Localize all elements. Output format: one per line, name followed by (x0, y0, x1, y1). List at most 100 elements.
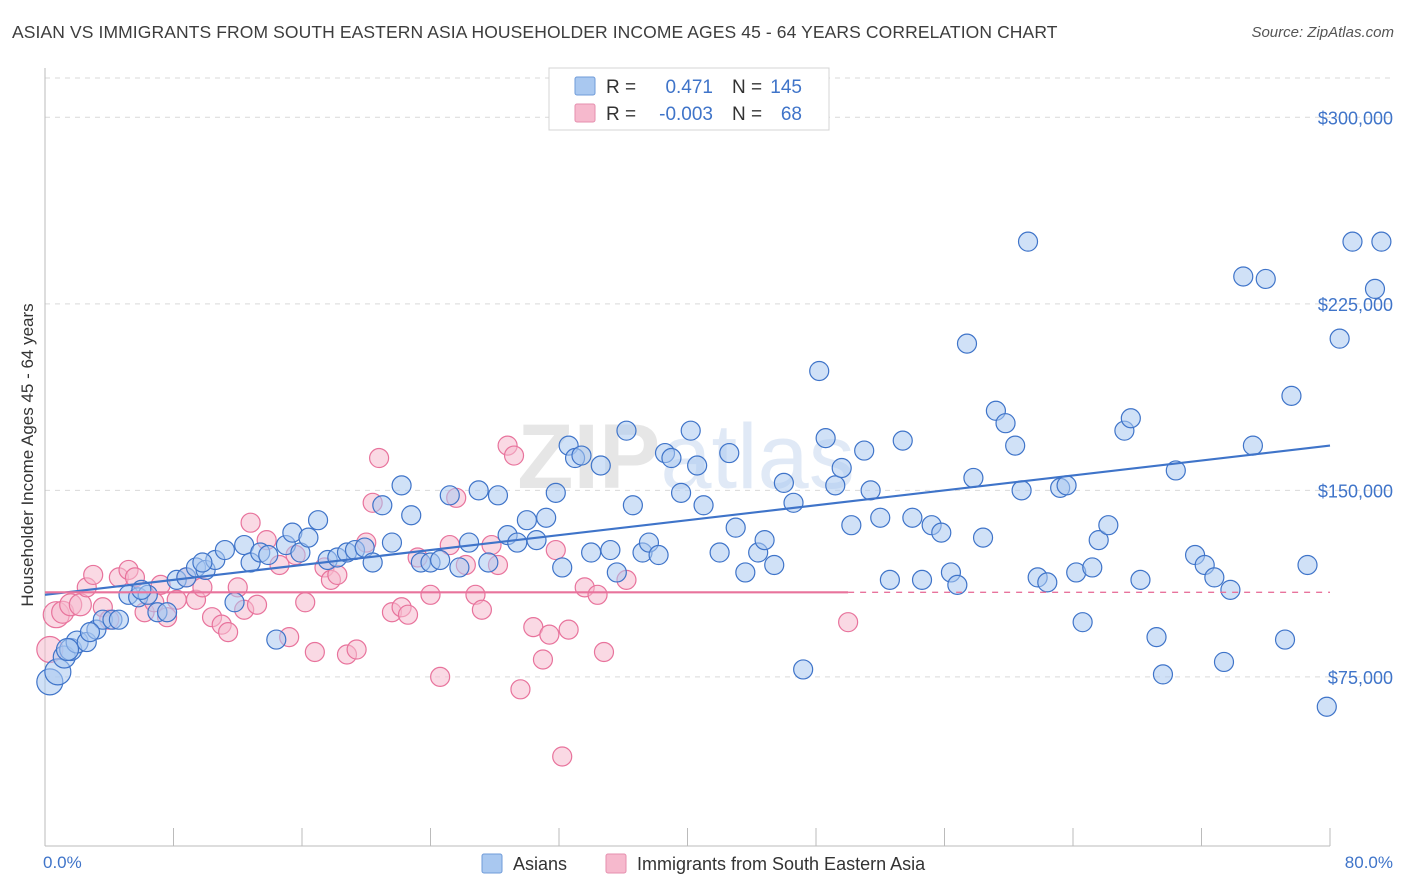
data-point-asians (1255, 268, 1276, 290)
bottom-legend-swatch-immigrants (605, 853, 627, 874)
data-point-asians (600, 539, 621, 561)
data-point-asians (581, 542, 602, 563)
data-point-asians (545, 482, 566, 503)
legend-row-asians: R = 0.471 N = 145 (574, 76, 802, 98)
data-point-asians (754, 529, 775, 551)
data-point-asians (1316, 696, 1337, 717)
data-point-asians (947, 574, 968, 595)
data-point-asians (764, 554, 785, 576)
bottom-legend-asians: Asians (513, 854, 567, 874)
data-point-asians (307, 510, 329, 531)
data-point-asians (616, 420, 637, 441)
data-point-asians (963, 467, 984, 489)
legend-r-value: 0.471 (665, 77, 713, 98)
data-point-immigrants (397, 604, 419, 625)
data-point-asians (258, 544, 279, 566)
data-point-immigrants (240, 512, 261, 533)
data-point-asians (709, 542, 730, 563)
data-point-immigrants (510, 679, 531, 700)
data-point-asians (298, 527, 319, 548)
data-point-asians (815, 428, 836, 449)
data-point-immigrants (587, 584, 608, 605)
data-point-asians (870, 507, 891, 528)
data-point-asians (831, 457, 852, 479)
data-point-asians (55, 637, 80, 662)
data-point-asians (1011, 480, 1032, 501)
data-point-immigrants (545, 539, 566, 561)
data-point-asians (1204, 567, 1225, 588)
data-point-asians (79, 622, 101, 643)
legend-n-value: 145 (770, 77, 802, 98)
data-point-asians (1281, 385, 1302, 406)
data-point-immigrants (83, 564, 104, 586)
data-point-immigrants (246, 594, 268, 615)
data-point-asians (224, 592, 245, 613)
data-point-asians (1072, 612, 1093, 633)
data-point-asians (1017, 231, 1039, 252)
data-point-immigrants (218, 622, 239, 643)
y-tick-label: $225,000 (1318, 295, 1393, 315)
data-point-asians (879, 569, 900, 590)
data-point-asians (956, 333, 978, 354)
data-point-asians (1297, 554, 1318, 576)
data-point-asians (1152, 664, 1174, 685)
data-point-asians (1098, 515, 1119, 536)
data-point-immigrants (838, 612, 859, 633)
y-tick-label: $75,000 (1328, 668, 1393, 688)
legend-r-label: R = (606, 104, 636, 125)
data-point-asians (372, 495, 393, 516)
data-point-immigrants (304, 641, 325, 663)
data-point-asians (108, 609, 129, 630)
data-point-asians (661, 447, 682, 469)
data-point-immigrants (369, 447, 390, 469)
legend-swatch-immigrants (574, 103, 596, 123)
data-point-asians (793, 659, 814, 680)
data-point-asians (1037, 572, 1058, 593)
data-point-asians (214, 539, 235, 561)
x-tick-label-max: 80.0% (1345, 853, 1393, 872)
data-point-asians (931, 522, 952, 543)
data-point-asians (156, 602, 178, 623)
data-point-immigrants (593, 641, 615, 663)
data-point-asians (1233, 266, 1254, 287)
data-point-asians (825, 475, 846, 496)
chart-title: ASIAN VS IMMIGRANTS FROM SOUTH EASTERN A… (12, 22, 1058, 42)
bottom-legend-swatch-asians (481, 853, 503, 874)
data-point-asians (1274, 629, 1296, 650)
data-point-asians (680, 420, 701, 441)
data-point-asians (1371, 231, 1392, 252)
data-point-asians (449, 557, 470, 578)
data-point-asians (911, 569, 933, 590)
data-point-asians (381, 532, 403, 553)
trend-line-asians (44, 444, 1331, 596)
legend-n-label: N = (732, 77, 762, 98)
data-point-asians (1056, 475, 1077, 496)
data-point-asians (687, 455, 708, 476)
data-point-asians (439, 485, 460, 506)
data-point-asians (1364, 278, 1386, 300)
data-point-asians (1213, 651, 1235, 673)
data-point-asians (391, 475, 412, 496)
legend: R = 0.471 N = 145 R = -0.003 N = 68 (548, 67, 830, 131)
data-point-asians (430, 549, 451, 571)
data-point-asians (735, 562, 756, 583)
legend-n-label: N = (732, 104, 762, 125)
y-tick-labels: $75,000 $150,000 $225,000 $300,000 (1318, 108, 1393, 688)
data-point-immigrants (420, 584, 441, 605)
data-point-asians (1165, 460, 1186, 481)
data-point-asians (266, 629, 287, 650)
data-point-immigrants (539, 624, 560, 645)
data-point-asians (1088, 529, 1109, 551)
legend-n-value: 68 (781, 104, 802, 125)
trend-lines (44, 444, 1331, 596)
bottom-legend: Asians Immigrants from South Eastern Asi… (481, 853, 926, 874)
data-point-asians (1220, 579, 1241, 600)
data-point-asians (693, 495, 714, 516)
data-point-immigrants (532, 649, 554, 670)
legend-swatch-asians (574, 76, 596, 96)
data-point-asians (670, 482, 692, 503)
series-immigrants-points (36, 435, 859, 767)
data-point-immigrants (503, 445, 525, 466)
data-point-asians (622, 495, 643, 516)
